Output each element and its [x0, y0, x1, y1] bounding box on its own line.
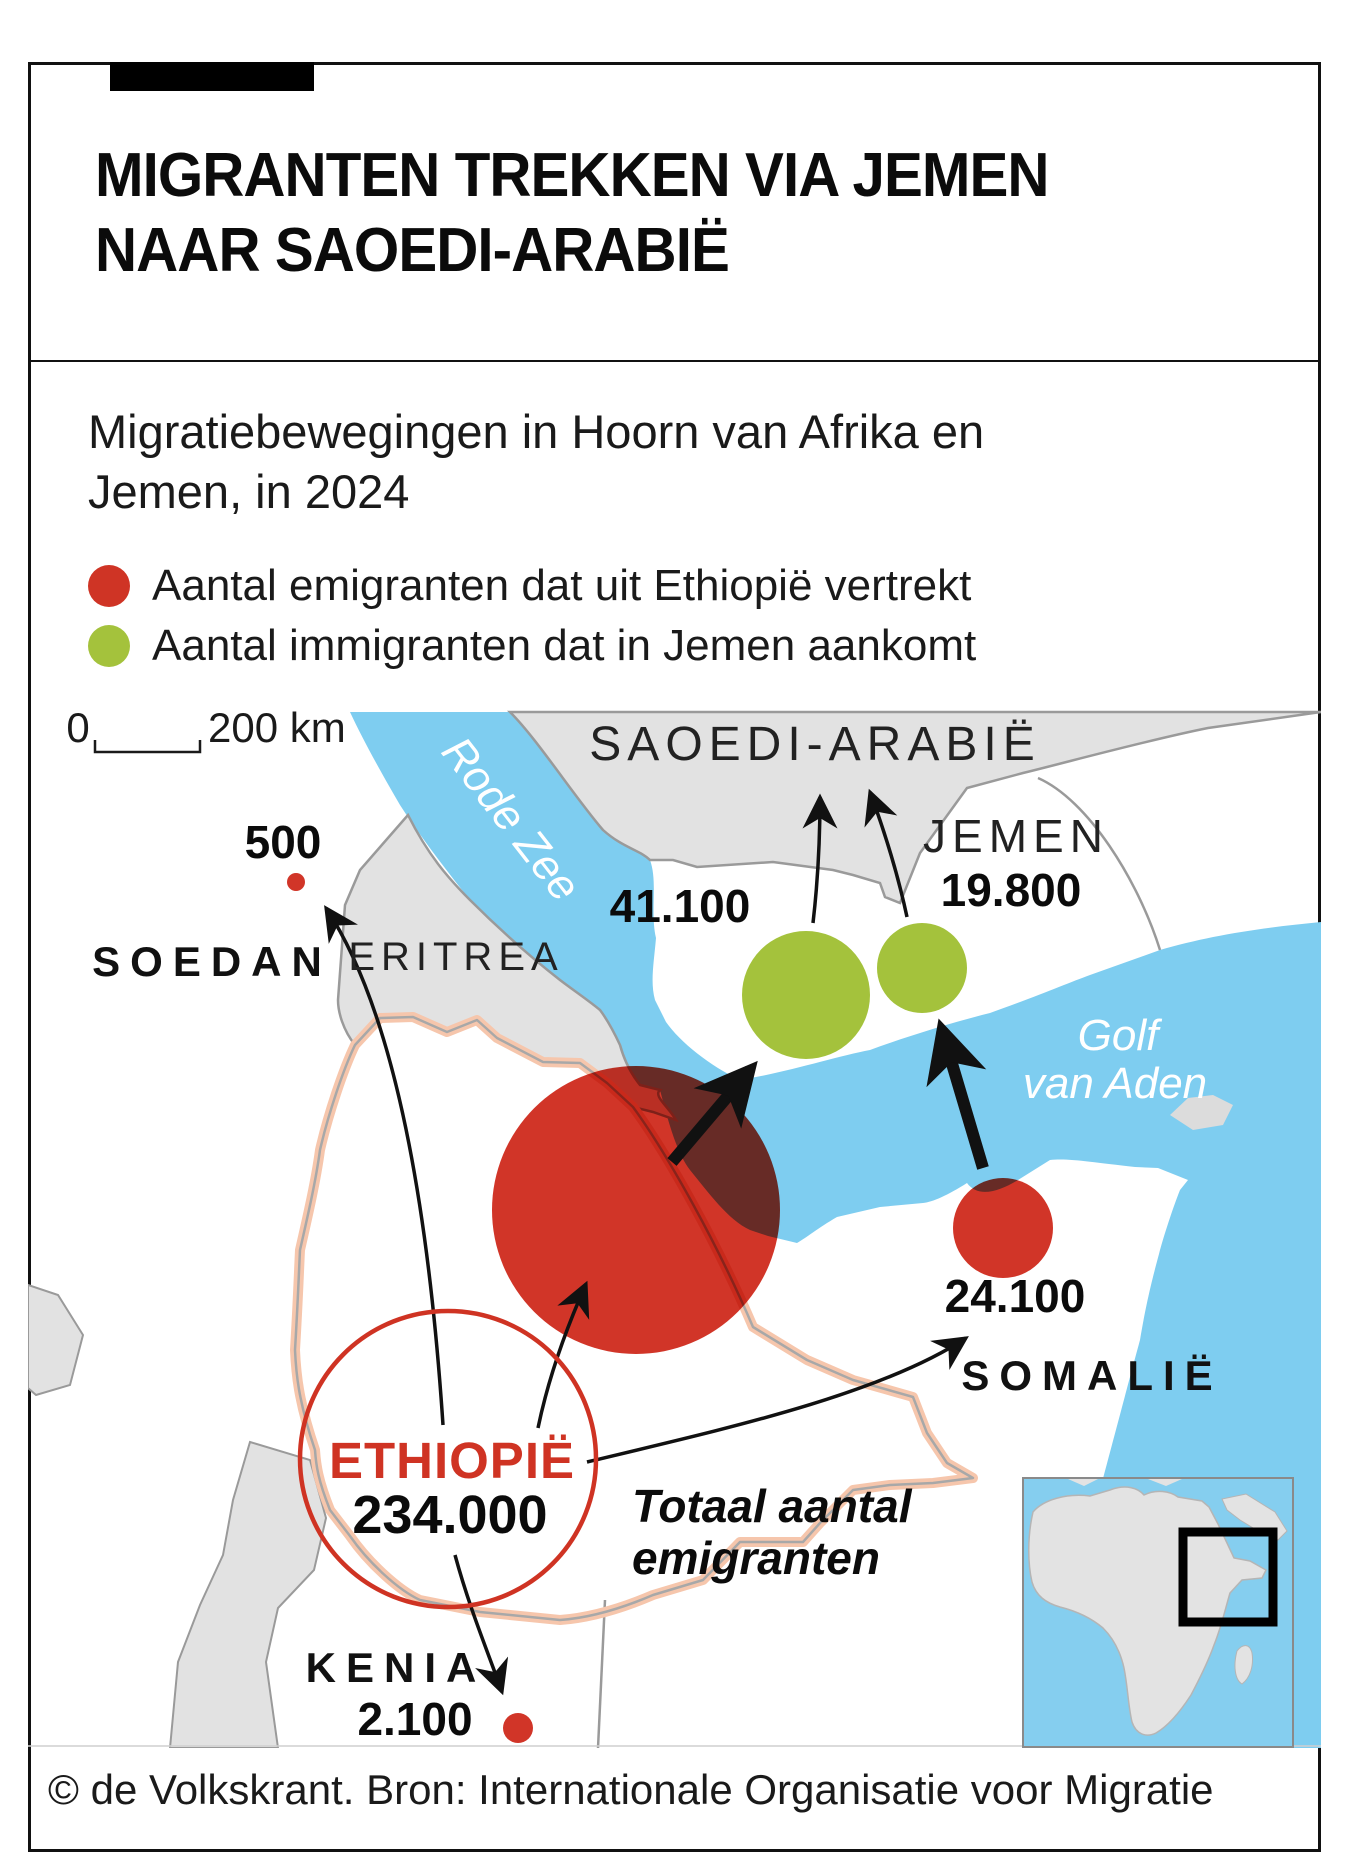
inset-europe-shape: [1068, 1479, 1182, 1486]
kenia-somalie-border: [596, 1599, 607, 1748]
socotra-island: [1170, 1095, 1233, 1130]
immigrants-dot-icon: [88, 625, 130, 667]
label-saudi: SAOEDI-ARABIË: [589, 718, 1040, 771]
legend-emigrants-label: Aantal emigranten dat uit Ethiopië vertr…: [152, 561, 972, 610]
title-divider: [28, 360, 1321, 362]
inset-focus-square: [1178, 1527, 1278, 1627]
arrow-ethiopie-to-somalie: [586, 1336, 969, 1464]
west-gray-land-small: [28, 1283, 85, 1397]
scale-zero: 0: [66, 704, 89, 751]
inset-map: [1022, 1477, 1294, 1748]
value-jemen-east: 19.800: [941, 864, 1082, 916]
jemen-immigrants-circle-large: [742, 931, 870, 1059]
label-ethiopie: ETHIOPIË: [329, 1432, 575, 1489]
annotation-line2: emigranten: [632, 1532, 880, 1584]
value-kenia: 2.100: [357, 1693, 472, 1745]
migration-map: 0 200 km Rode Zee Golf van Aden SAOEDI-A…: [28, 704, 1321, 1748]
arrow-jemen-to-saudi-east: [864, 788, 909, 918]
subtitle-line2: Jemen, in 2024: [88, 465, 410, 518]
emigrants-dot-icon: [88, 565, 130, 607]
title-line2: NAAR SAOEDI-ARABIË: [95, 216, 730, 285]
label-somalie: SOMALIË: [961, 1352, 1222, 1399]
value-somalie: 24.100: [945, 1270, 1086, 1322]
saudi-arabia-shape: [506, 710, 1321, 905]
soedan-emigrants-dot: [287, 873, 305, 891]
arrow-ethiopie-to-kenia: [453, 1554, 509, 1696]
label-kenia: KENIA: [306, 1644, 487, 1691]
value-soedan: 500: [245, 816, 322, 868]
kenia-emigrants-dot: [503, 1713, 533, 1743]
source-credit: © de Volkskrant. Bron: Internationale Or…: [48, 1766, 1214, 1813]
legend-item-immigrants: Aantal immigranten dat in Jemen aankomt: [88, 616, 976, 676]
legend-item-emigrants: Aantal emigranten dat uit Ethiopië vertr…: [88, 556, 976, 616]
value-jemen-west: 41.100: [610, 880, 751, 932]
scale-bar: 0 200 km: [66, 704, 346, 754]
title-line1: MIGRANTEN TREKKEN VIA JEMEN: [95, 141, 1050, 210]
arrow-ethiopie-to-soedan: [324, 905, 445, 1426]
inset-africa-shape: [1028, 1486, 1267, 1736]
scale-label: 200 km: [208, 704, 346, 751]
flow-arrow-somalie-to-jemen: [926, 1018, 989, 1170]
logo-placeholder: [110, 62, 314, 91]
south-sudan-shape: [168, 1440, 328, 1748]
jemen-oman-border: [1037, 776, 1162, 951]
gulf-label-line1: Golf: [1078, 1011, 1163, 1060]
ethiopie-callout-circle: [297, 1308, 599, 1610]
gulf-label-line2: van Aden: [1023, 1059, 1207, 1108]
scale-bracket: [93, 740, 202, 754]
legend-immigrants-label: Aantal immigranten dat in Jemen aankomt: [152, 621, 977, 670]
ethiopia-emigrants-circle: [492, 1066, 780, 1354]
chart-subtitle: Migratiebewegingen in Hoorn van Afrika e…: [88, 402, 984, 522]
flow-arrow-ethiopia-to-jemen: [667, 1060, 758, 1166]
inset-madagascar-shape: [1234, 1645, 1253, 1685]
somalie-emigrants-circle: [953, 1178, 1053, 1278]
arrow-ethiopie-to-circle: [536, 1280, 590, 1429]
annotation-line1: Totaal aantal: [632, 1480, 913, 1532]
value-ethiopie-total: 234.000: [352, 1485, 547, 1545]
jemen-immigrants-circle-small: [877, 923, 967, 1013]
label-soedan: SOEDAN: [92, 938, 332, 985]
sea-shape: [350, 712, 1321, 1748]
page-title: MIGRANTEN TREKKEN VIA JEMEN NAAR SAOEDI-…: [95, 138, 1129, 288]
legend: Aantal emigranten dat uit Ethiopië vertr…: [88, 556, 976, 676]
subtitle-line1: Migratiebewegingen in Hoorn van Afrika e…: [88, 405, 985, 458]
arrow-jemen-to-saudi-west: [802, 793, 838, 924]
label-eritrea: ERITREA: [348, 935, 563, 979]
label-jemen: JEMEN: [923, 810, 1109, 862]
